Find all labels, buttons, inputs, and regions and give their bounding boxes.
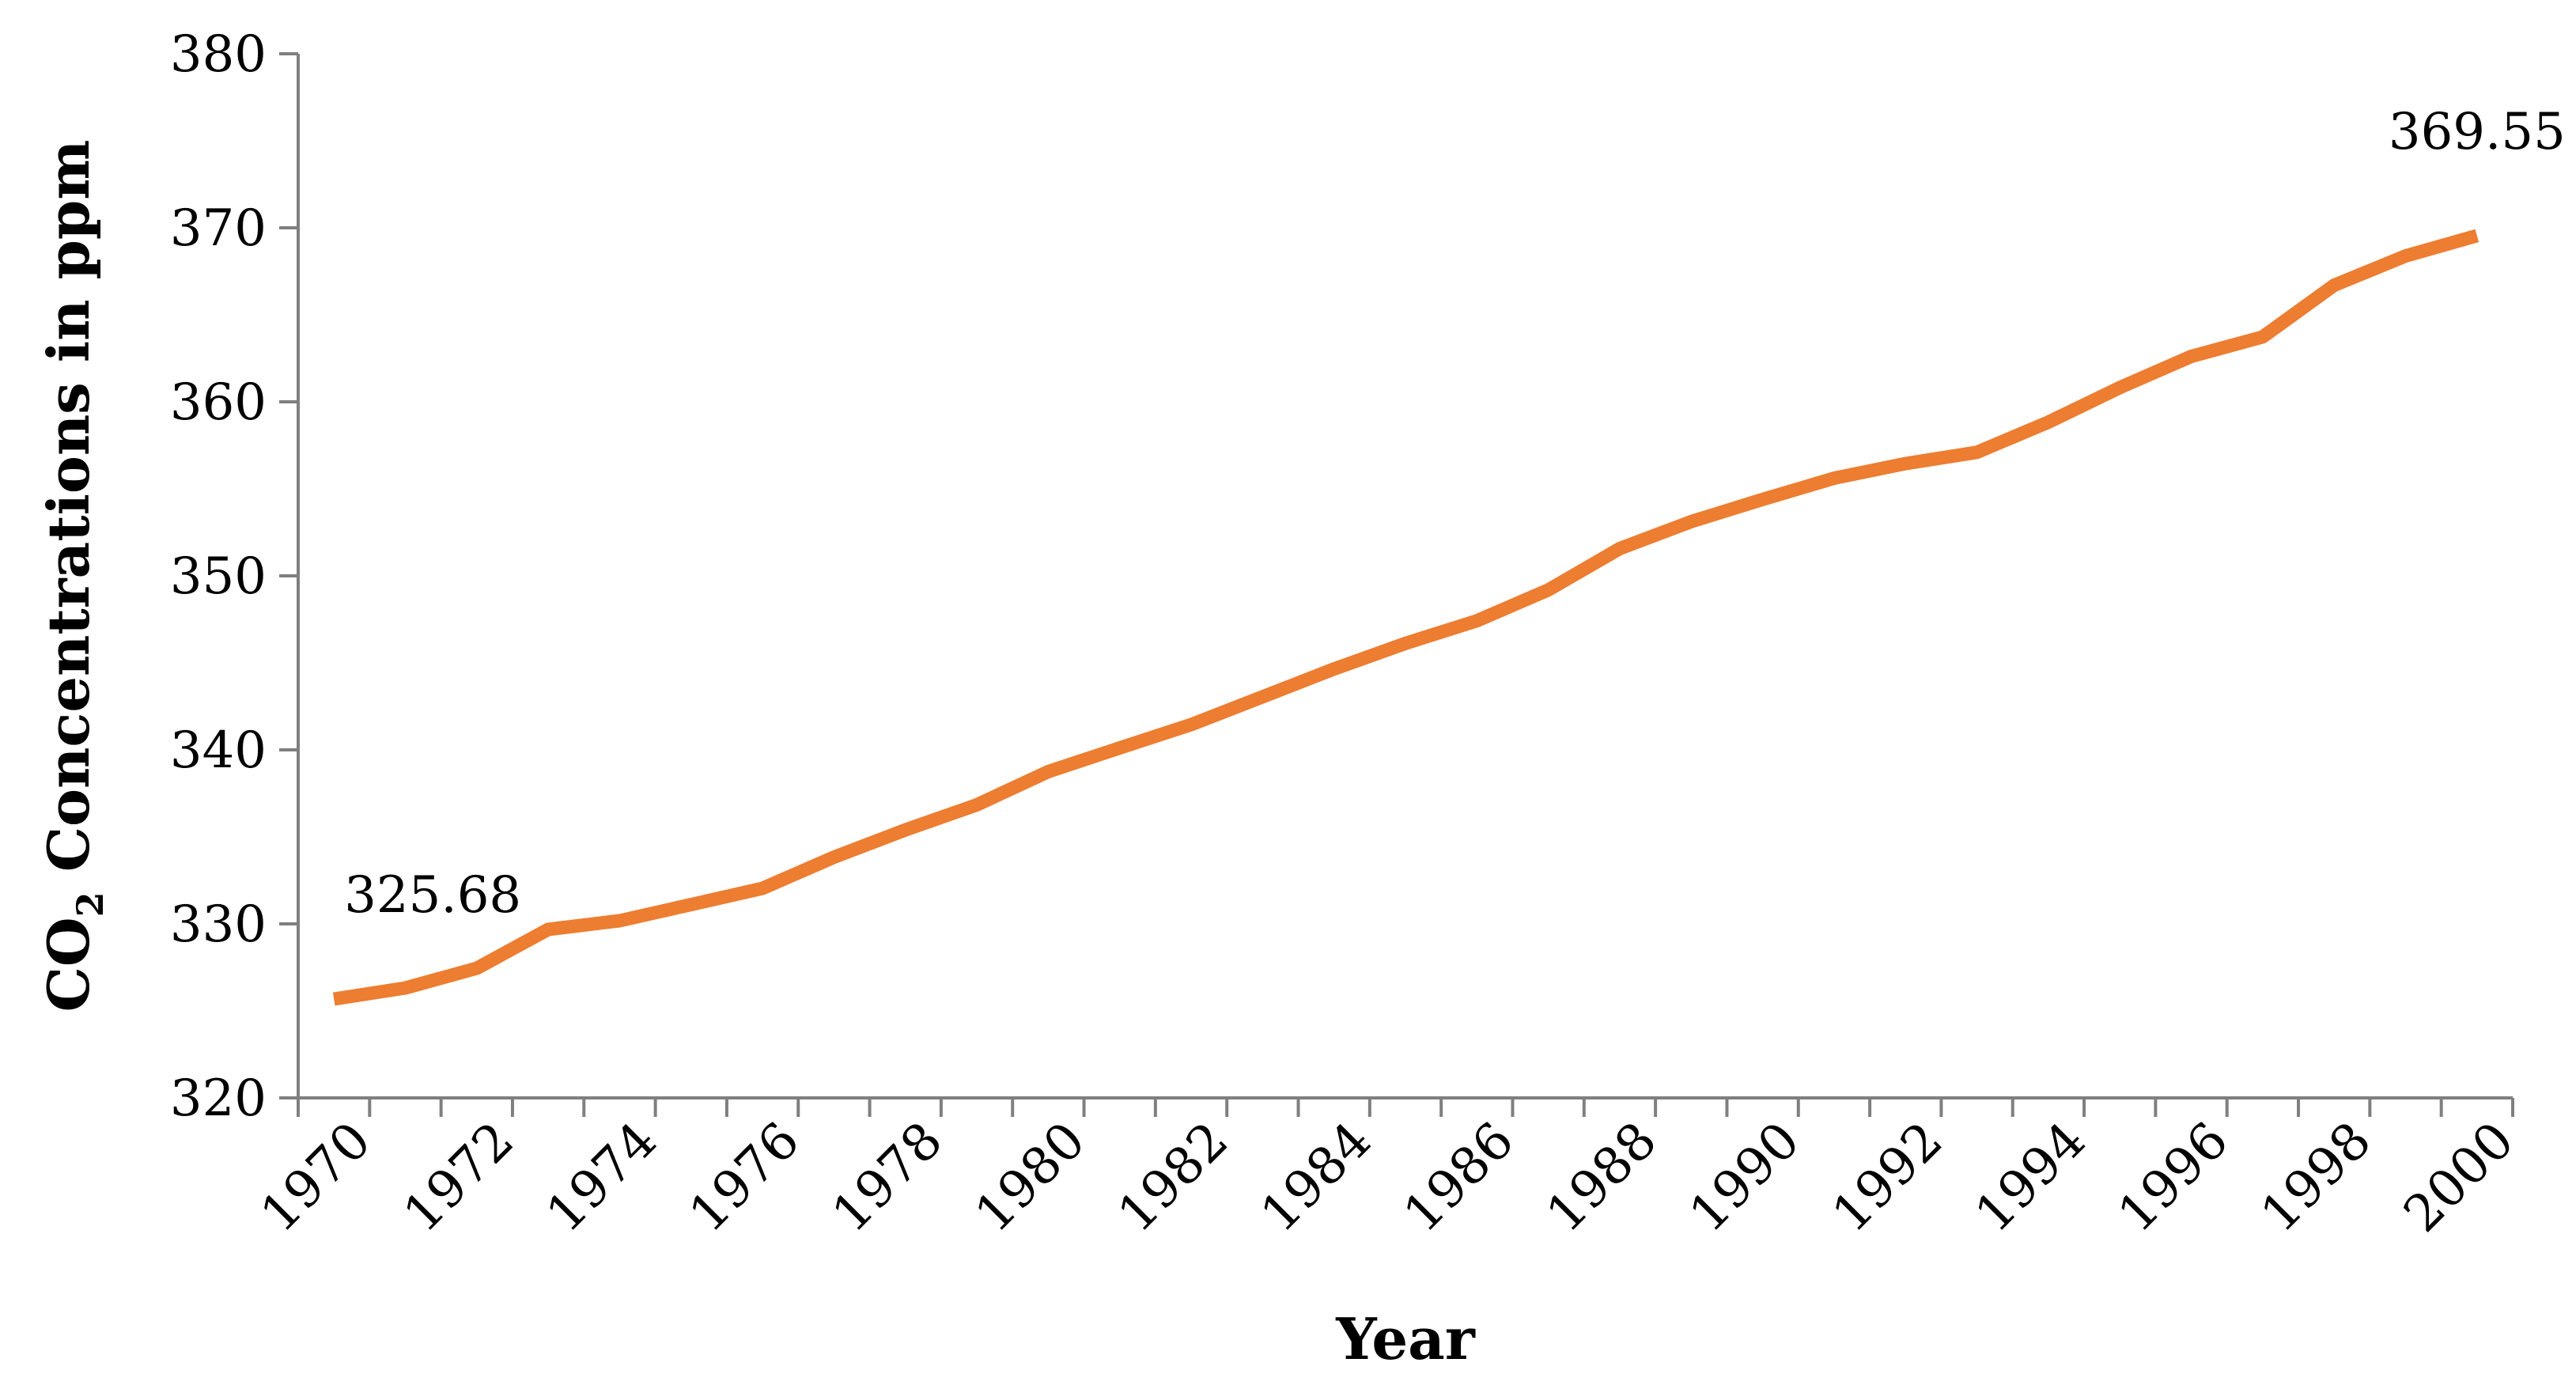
x-tick-label: 1990 <box>1678 1111 1810 1243</box>
data-label-2000: 369.55 <box>2389 103 2566 161</box>
x-tick-label: 1992 <box>1821 1111 1954 1243</box>
y-tick-label: 360 <box>170 373 267 432</box>
x-tick-label: 1972 <box>393 1111 525 1243</box>
x-tick-label: 1978 <box>822 1111 954 1243</box>
y-axis-ticks: 320 330 340 350 360 370 380 <box>170 25 298 1128</box>
y-tick-label: 380 <box>170 25 267 84</box>
x-tick-label: 1980 <box>964 1111 1096 1243</box>
x-tick-label: 1996 <box>2107 1111 2239 1243</box>
x-tick-label: 1982 <box>1107 1111 1239 1243</box>
y-axis-title-prefix: CO <box>35 917 102 1012</box>
x-tick-label: 1988 <box>1536 1111 1668 1243</box>
x-tick-label: 1976 <box>679 1111 811 1243</box>
y-axis-title-subscript: 2 <box>69 891 112 917</box>
y-tick-label: 330 <box>170 895 267 954</box>
data-labels: 325.68 369.55 <box>344 103 2566 925</box>
y-axis-title-suffix: Concentrations in ppm <box>35 140 102 892</box>
x-tick-label: 1974 <box>535 1111 668 1243</box>
y-tick-label: 340 <box>170 721 267 780</box>
x-axis-ticks: 1970 1972 1974 1976 1978 1980 1982 1984 1986 1988… <box>250 1098 2525 1243</box>
x-tick-label: 2000 <box>2393 1111 2525 1243</box>
x-tick-label: 1986 <box>1393 1111 1525 1243</box>
co2-series-line <box>332 229 2480 1006</box>
x-tick-label: 1998 <box>2250 1111 2382 1243</box>
data-label-1970: 325.68 <box>344 866 521 925</box>
x-tick-label: 1984 <box>1250 1111 1382 1243</box>
y-tick-label: 350 <box>170 547 267 606</box>
y-axis-title: CO2 Concentrations in ppm <box>35 140 112 1012</box>
y-tick-label: 370 <box>170 199 267 258</box>
y-tick-label: 320 <box>170 1069 267 1128</box>
x-tick-label: 1970 <box>250 1111 382 1243</box>
x-axis-title: Year <box>1335 1305 1476 1372</box>
x-tick-label: 1994 <box>1965 1111 2097 1243</box>
